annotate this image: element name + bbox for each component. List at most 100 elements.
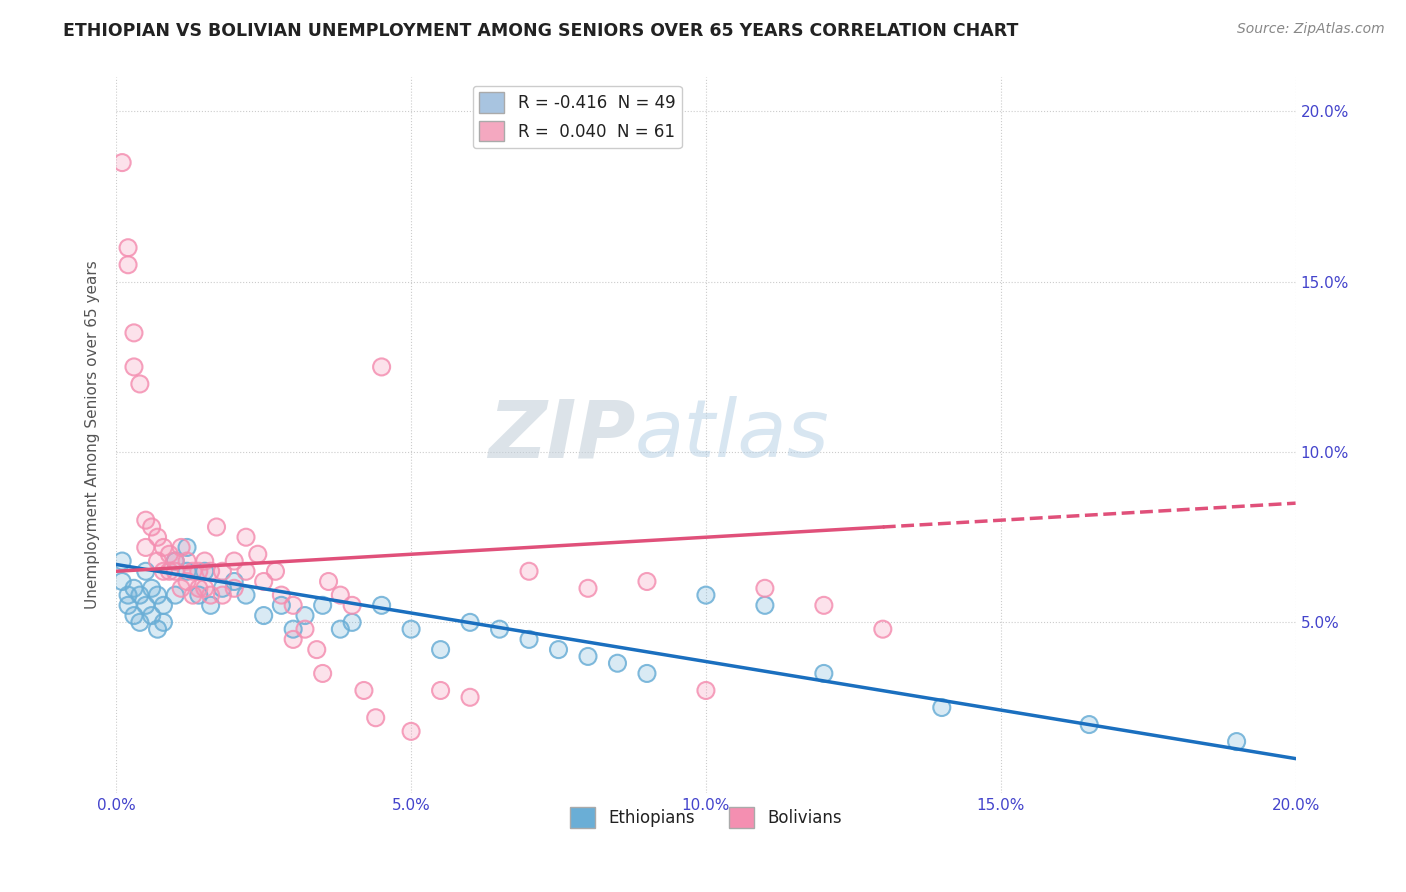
Point (146, 554, 169, 568)
Point (576, 649, 599, 664)
Point (157, 564, 180, 578)
Point (128, 615, 150, 630)
Point (128, 588, 150, 602)
Point (576, 649, 599, 664)
Point (283, 622, 305, 636)
Point (246, 547, 269, 561)
Point (170, 582, 193, 596)
Point (429, 642, 451, 657)
Y-axis label: Unemployment Among Seniors over 65 years: Unemployment Among Seniors over 65 years (86, 260, 100, 609)
Point (211, 588, 233, 602)
Point (517, 564, 540, 578)
Point (146, 622, 169, 636)
Point (318, 574, 340, 589)
Point (364, 711, 387, 725)
Point (111, 155, 134, 169)
Point (253, 574, 276, 589)
Point (370, 359, 392, 374)
Point (135, 513, 157, 527)
Point (200, 588, 222, 602)
Point (224, 582, 246, 596)
Point (146, 530, 169, 544)
Point (264, 564, 287, 578)
Point (340, 615, 363, 630)
Point (813, 666, 835, 681)
Point (176, 541, 198, 555)
Point (170, 541, 193, 555)
Point (181, 588, 204, 602)
Point (157, 564, 180, 578)
Point (141, 582, 163, 596)
Point (517, 632, 540, 647)
Point (135, 541, 157, 555)
Point (695, 683, 717, 698)
Point (165, 564, 187, 578)
Point (311, 599, 333, 613)
Point (194, 554, 217, 568)
Point (488, 622, 510, 636)
Point (111, 554, 134, 568)
Point (128, 588, 150, 602)
Point (176, 574, 198, 589)
Point (122, 326, 145, 340)
Point (340, 615, 363, 630)
Point (294, 622, 316, 636)
Point (636, 666, 658, 681)
Point (211, 582, 233, 596)
Point (340, 599, 363, 613)
Point (135, 513, 157, 527)
Point (329, 588, 352, 602)
Point (813, 599, 835, 613)
Point (224, 554, 246, 568)
Point (754, 599, 776, 613)
Point (283, 632, 305, 647)
Point (128, 376, 150, 391)
Point (340, 599, 363, 613)
Point (211, 564, 233, 578)
Point (283, 632, 305, 647)
Point (370, 599, 392, 613)
Point (152, 599, 174, 613)
Point (111, 554, 134, 568)
Point (122, 359, 145, 374)
Point (429, 642, 451, 657)
Point (157, 547, 180, 561)
Point (200, 564, 222, 578)
Point (152, 615, 174, 630)
Point (187, 588, 209, 602)
Point (111, 574, 134, 589)
Point (135, 564, 157, 578)
Point (141, 608, 163, 623)
Point (1078, 717, 1101, 731)
Point (128, 376, 150, 391)
Point (135, 599, 157, 613)
Point (517, 564, 540, 578)
Point (194, 582, 217, 596)
Point (329, 622, 352, 636)
Point (305, 642, 328, 657)
Point (458, 690, 481, 705)
Point (135, 564, 157, 578)
Point (329, 588, 352, 602)
Point (165, 564, 187, 578)
Point (141, 520, 163, 534)
Point (224, 574, 246, 589)
Point (205, 520, 228, 534)
Point (270, 588, 292, 602)
Point (165, 588, 187, 602)
Point (187, 582, 209, 596)
Point (187, 564, 209, 578)
Point (111, 155, 134, 169)
Point (152, 541, 174, 555)
Point (211, 588, 233, 602)
Text: Source: ZipAtlas.com: Source: ZipAtlas.com (1237, 22, 1385, 37)
Point (547, 642, 569, 657)
Point (176, 564, 198, 578)
Point (253, 608, 276, 623)
Point (283, 599, 305, 613)
Point (211, 564, 233, 578)
Point (294, 622, 316, 636)
Point (152, 564, 174, 578)
Point (311, 666, 333, 681)
Point (111, 574, 134, 589)
